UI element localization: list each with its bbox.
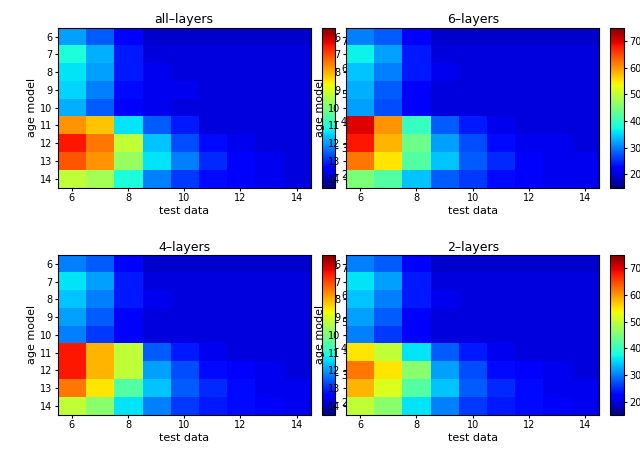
X-axis label: test data: test data bbox=[448, 206, 498, 216]
Title: all–layers: all–layers bbox=[155, 13, 214, 26]
Y-axis label: age model: age model bbox=[27, 78, 37, 137]
Y-axis label: age model: age model bbox=[27, 305, 37, 365]
Title: 6–layers: 6–layers bbox=[447, 13, 499, 26]
X-axis label: test data: test data bbox=[159, 433, 209, 443]
Title: 2–layers: 2–layers bbox=[447, 241, 499, 254]
Title: 4–layers: 4–layers bbox=[158, 241, 211, 254]
Y-axis label: age model: age model bbox=[316, 78, 325, 137]
X-axis label: test data: test data bbox=[159, 206, 209, 216]
X-axis label: test data: test data bbox=[448, 433, 498, 443]
Y-axis label: age model: age model bbox=[316, 305, 325, 365]
